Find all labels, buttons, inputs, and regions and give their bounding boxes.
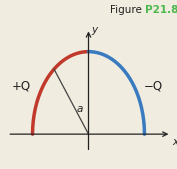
Text: y: y [91, 25, 97, 35]
Text: x: x [172, 137, 177, 147]
Text: Figure: Figure [110, 5, 145, 15]
Text: P21.84: P21.84 [145, 5, 177, 15]
Text: +Q: +Q [11, 80, 30, 93]
Text: −Q: −Q [143, 80, 162, 93]
Text: a: a [76, 104, 82, 114]
